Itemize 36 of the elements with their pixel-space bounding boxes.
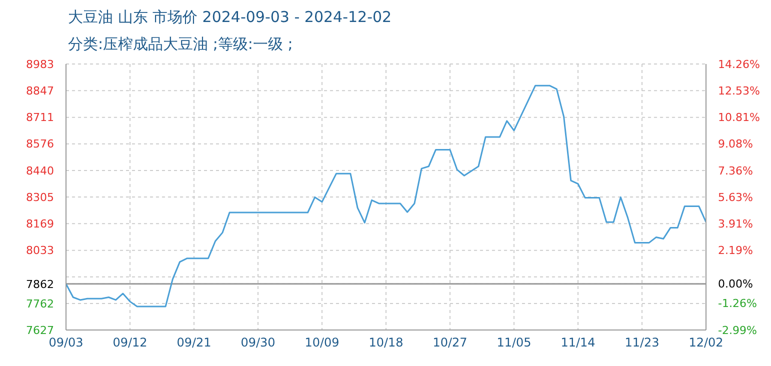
x-tick-label: 11/23 bbox=[624, 336, 660, 350]
y-tick-label: 8440 bbox=[26, 164, 54, 178]
y2-tick-label: 3.91% bbox=[718, 217, 753, 230]
y2-tick-label: -1.26% bbox=[718, 297, 757, 310]
y-tick-label: 8033 bbox=[26, 244, 54, 258]
y2-tick-label: 14.26% bbox=[718, 58, 760, 71]
x-tick-label: 11/05 bbox=[496, 336, 532, 350]
y2-tick-label: 12.53% bbox=[718, 84, 760, 98]
y2-tick-label: 0.00% bbox=[718, 278, 753, 291]
x-tick-label: 10/18 bbox=[368, 336, 404, 350]
x-tick-label: 10/27 bbox=[432, 336, 468, 350]
x-tick-label: 09/03 bbox=[48, 336, 84, 350]
x-tick-label: 10/09 bbox=[304, 336, 340, 350]
y-tick-label: 8711 bbox=[26, 111, 54, 124]
y2-tick-label: -2.99% bbox=[718, 324, 757, 337]
line-series bbox=[66, 84, 706, 308]
chart-title: 大豆油 山东 市场价 2024-09-03 - 2024-12-02 bbox=[68, 8, 392, 27]
x-tick-label: 09/30 bbox=[240, 336, 276, 350]
y2-tick-label: 2.19% bbox=[718, 244, 753, 257]
y-tick-label: 8983 bbox=[26, 58, 54, 71]
y-tick-label: 8847 bbox=[26, 84, 54, 98]
x-tick-label: 12/02 bbox=[688, 336, 724, 350]
y-tick-label: 7627 bbox=[26, 324, 54, 337]
y2-tick-label: 5.63% bbox=[718, 190, 753, 204]
x-tick-label: 09/12 bbox=[112, 336, 148, 350]
chart-subtitle: 分类:压榨成品大豆油 ;等级:一级 ; bbox=[68, 35, 293, 54]
y2-tick-label: 10.81% bbox=[718, 111, 760, 124]
y-tick-label: 8169 bbox=[26, 218, 54, 231]
y-tick-label: 7862 bbox=[26, 278, 54, 291]
y2-tick-label: 7.36% bbox=[718, 164, 753, 178]
y-tick-label: 7762 bbox=[26, 297, 54, 310]
y2-tick-label: 9.08% bbox=[718, 138, 753, 151]
x-tick-label: 09/21 bbox=[176, 336, 212, 350]
y-tick-label: 8576 bbox=[26, 138, 54, 151]
x-tick-label: 11/14 bbox=[560, 336, 596, 350]
y-tick-label: 8305 bbox=[26, 190, 54, 204]
